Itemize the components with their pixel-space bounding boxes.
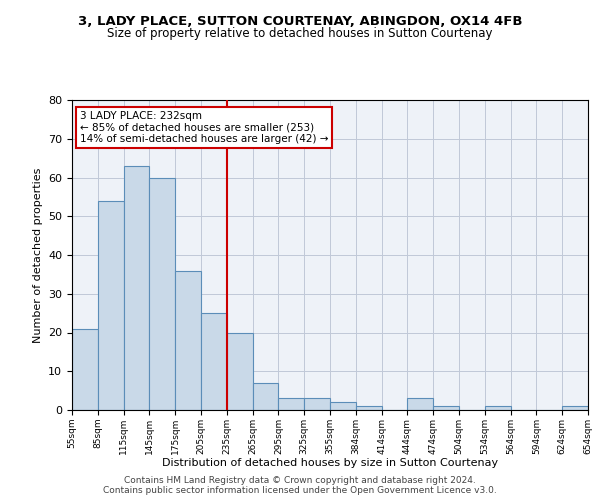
Text: Contains public sector information licensed under the Open Government Licence v3: Contains public sector information licen… [103,486,497,495]
Bar [330,402,356,410]
Bar [227,332,253,410]
Bar [356,406,382,410]
Bar [149,178,175,410]
Bar [433,406,459,410]
Text: Distribution of detached houses by size in Sutton Courtenay: Distribution of detached houses by size … [162,458,498,468]
Text: 3, LADY PLACE, SUTTON COURTENAY, ABINGDON, OX14 4FB: 3, LADY PLACE, SUTTON COURTENAY, ABINGDO… [78,15,522,28]
Bar [201,313,227,410]
Text: Size of property relative to detached houses in Sutton Courtenay: Size of property relative to detached ho… [107,28,493,40]
Text: 3 LADY PLACE: 232sqm
← 85% of detached houses are smaller (253)
14% of semi-deta: 3 LADY PLACE: 232sqm ← 85% of detached h… [80,111,328,144]
Bar [72,328,98,410]
Y-axis label: Number of detached properties: Number of detached properties [32,168,43,342]
Bar [304,398,330,410]
Bar [124,166,149,410]
Bar [278,398,304,410]
Bar [562,406,588,410]
Bar [253,383,278,410]
Bar [407,398,433,410]
Bar [98,200,124,410]
Bar [175,270,201,410]
Text: Contains HM Land Registry data © Crown copyright and database right 2024.: Contains HM Land Registry data © Crown c… [124,476,476,485]
Bar [485,406,511,410]
